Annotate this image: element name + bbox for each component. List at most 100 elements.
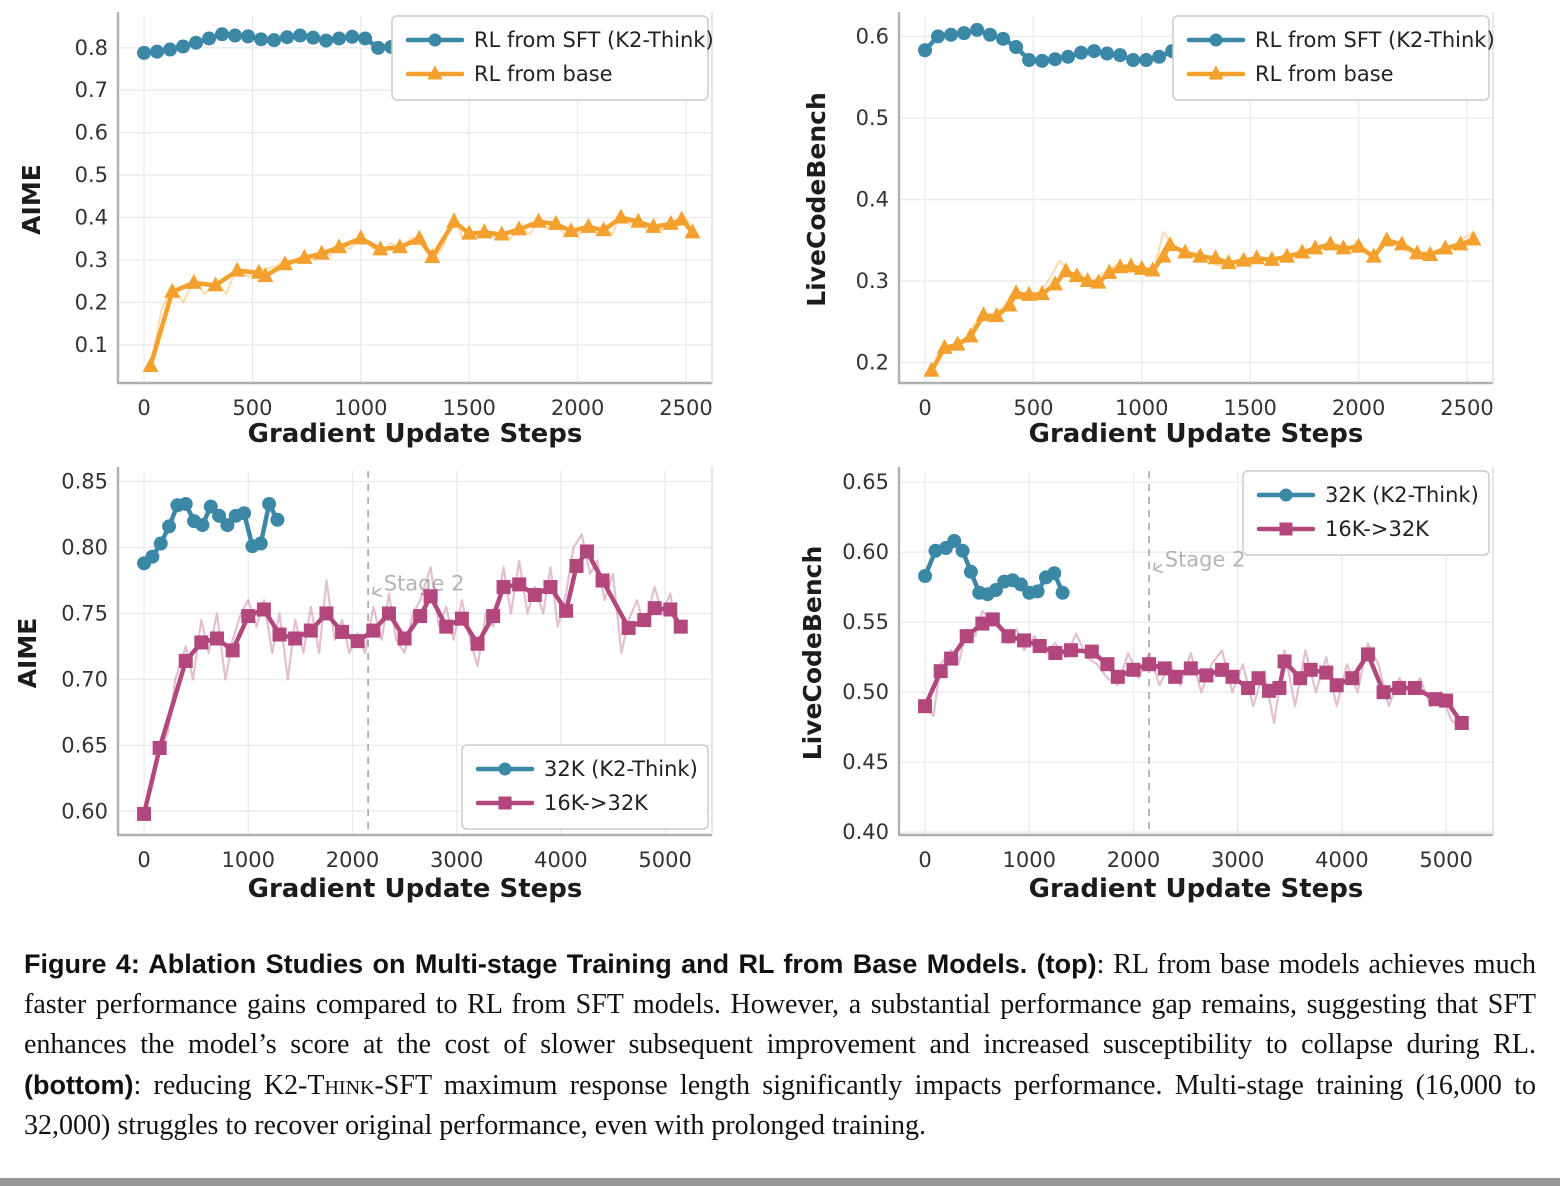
data-point-marker [1017,633,1032,648]
data-point-marker [983,27,998,42]
data-point-marker [178,496,193,511]
legend-label: RL from base [1255,62,1394,86]
y-tick-label: 0.75 [61,601,108,625]
data-point-marker [1061,49,1076,64]
data-point-marker [413,609,428,624]
data-point-marker [153,536,168,551]
data-point-marker [164,282,181,298]
data-point-marker [1168,669,1183,684]
x-tick-label: 1000 [222,848,275,872]
data-point-marker [372,240,389,256]
y-tick-label: 0.60 [61,799,108,823]
data-point-marker [1454,716,1469,730]
caption-segment: (bottom) [24,1070,134,1100]
data-point-marker [621,620,636,635]
y-tick-label: 0.4 [856,188,889,212]
data-point-marker [229,261,246,277]
data-point-marker [1142,657,1157,672]
data-point-marker [1079,272,1096,288]
data-point-marker [1001,629,1016,644]
data-point-marker [1322,235,1339,251]
data-point-marker [1365,247,1382,263]
x-tick-label: 2500 [659,396,712,420]
data-point-marker [1360,647,1375,662]
data-point-marker [162,519,177,534]
stage2-arrowhead [371,587,383,598]
y-tick-label: 0.8 [75,36,108,60]
data-point-marker [595,221,612,237]
data-point-marker [439,619,454,634]
data-point-marker [150,44,165,59]
data-point-marker [1209,33,1223,47]
chart-aime-bottom-svg: Stage 20.600.650.700.750.800.850 1000 2000… [13,467,713,904]
data-point-marker [237,506,252,521]
data-point-marker [470,636,485,651]
data-point-marker [1350,237,1367,253]
y-tick-label: 0.85 [61,470,108,494]
y-tick-label: 0.2 [75,290,108,314]
y-tick-label: 0.5 [856,106,889,130]
x-tick-label: 3000 [1211,848,1264,872]
data-point-marker [1100,46,1115,61]
data-point-marker [988,307,1005,323]
data-point-marker [1307,239,1324,255]
data-point-marker [1192,247,1209,263]
x-tick-label: 2000 [551,396,604,420]
data-point-marker [276,255,293,271]
data-point-marker [220,518,235,533]
data-point-marker [637,613,652,628]
stage2-label: Stage 2 [1165,548,1246,572]
y-tick-label: 0.3 [75,248,108,272]
data-point-marker [194,635,209,650]
data-point-marker [212,508,227,523]
data-point-marker [923,361,940,377]
data-point-marker [955,543,970,558]
stage2-arrow [1153,562,1156,570]
y-tick-label: 0.5 [75,163,108,187]
x-tick-label: 0 [918,848,931,872]
data-point-marker [280,30,295,45]
data-point-marker [428,33,442,47]
data-point-marker [1207,249,1224,265]
data-point-marker [963,564,978,579]
series-markers [918,22,1217,68]
data-point-marker [1272,681,1287,695]
data-point-marker [1225,669,1240,684]
data-point-marker [559,603,574,618]
data-point-marker [176,39,191,54]
x-tick-label: 1000 [1003,848,1056,872]
y-tick-label: 0.65 [61,733,108,757]
series-markers [918,612,1469,730]
data-point-marker [563,222,580,238]
x-tick-label: 2000 [1107,848,1160,872]
y-tick-label: 0.40 [842,820,889,844]
data-point-marker [543,580,558,595]
data-point-marker [918,43,933,58]
data-point-marker [1393,235,1410,251]
y-tick-label: 0.7 [75,78,108,102]
x-tick-label: 2500 [1440,396,1493,420]
y-axis-label: LiveCodeBench [802,92,831,307]
data-point-marker [1126,662,1141,677]
data-point-marker [498,762,512,776]
data-point-marker [933,664,948,679]
y-tick-label: 0.3 [856,269,889,293]
data-point-marker [345,29,360,44]
data-point-marker [207,276,224,292]
data-point-marker [397,631,412,646]
data-point-marker [985,612,1000,627]
data-point-marker [1030,584,1045,599]
data-point-marker [185,273,202,289]
data-point-marker [1113,48,1128,63]
y-axis-label: AIME [13,618,42,689]
data-point-marker [262,496,277,511]
data-point-marker [1122,257,1139,273]
data-point-marker [1392,681,1407,695]
data-point-marker [547,214,564,230]
x-tick-label: 1500 [1223,396,1276,420]
legend-label: 16K->32K [544,791,649,815]
data-point-marker [1279,488,1293,502]
data-point-marker [253,536,268,551]
data-point-marker [335,624,350,639]
bottom-rule [0,1178,1560,1186]
